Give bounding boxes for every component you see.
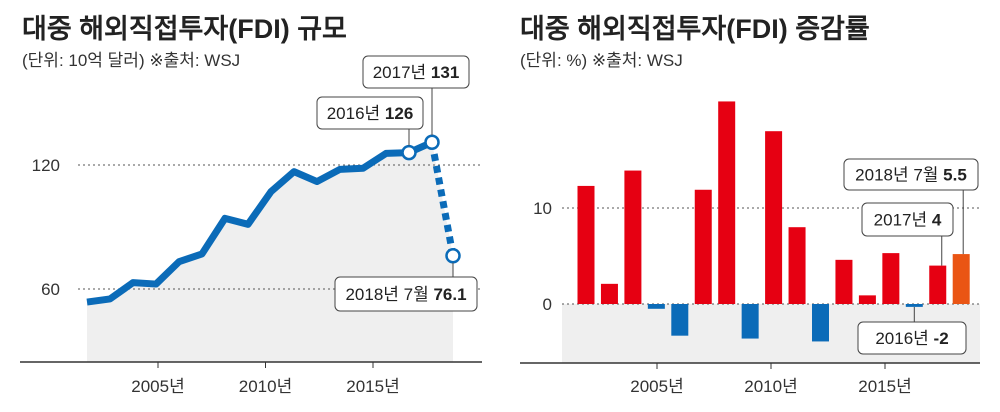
y-tick-label: 60: [41, 280, 60, 299]
series-line: [86, 139, 434, 306]
callout-value: 4: [932, 211, 942, 230]
callout-box: [362, 55, 470, 89]
callout-label: 2016년: [875, 329, 933, 348]
bar-2007: [694, 189, 712, 304]
callout-value: -2: [934, 329, 949, 348]
callout-2018: 2018년 7월 5.5: [843, 158, 979, 255]
callout-box: [857, 321, 967, 355]
callout-box: [316, 96, 424, 130]
left-chart: 대중 해외직접투자(FDI) 규모 (단위: 10억 달러) ※출처: WSJ …: [20, 14, 482, 396]
callout-box: [861, 202, 954, 237]
callout-value: 126: [385, 104, 413, 123]
y-tick-label: 120: [32, 156, 60, 175]
data-point-marker: [445, 247, 461, 264]
bar-2009: [741, 304, 759, 339]
callout-text: 2016년 -2: [875, 329, 948, 348]
bar-2002: [577, 185, 595, 304]
callout-text: 2018년 7월 5.5: [855, 166, 967, 185]
area-fill: [87, 142, 453, 362]
bar-2011: [788, 227, 806, 304]
bar-2004: [624, 170, 642, 304]
callout-2017: 2017년 131: [362, 55, 470, 136]
x-tick-label: 2010년: [744, 377, 797, 396]
callout-2018: 2018년 7월 76.1: [334, 262, 478, 312]
x-tick-label: 2015년: [346, 377, 399, 396]
callout-text: 2018년 7월 76.1: [345, 285, 466, 304]
left-chart-title: 대중 해외직접투자(FDI) 규모: [22, 14, 347, 44]
bar-2005: [647, 304, 665, 309]
data-point-marker: [424, 134, 440, 151]
bar-2010: [765, 131, 783, 304]
callout-box: [843, 158, 979, 191]
bar-2017: [929, 265, 947, 304]
bar-2016: [905, 304, 923, 307]
callout-label: 2018년 7월: [345, 285, 433, 304]
callout-label: 2017년: [874, 211, 932, 230]
bar-2015: [882, 253, 900, 304]
callout-2016: 2016년 126: [316, 96, 424, 146]
bar-2003: [600, 283, 618, 304]
y-tick-label: 0: [543, 295, 552, 314]
bar-2014: [858, 295, 876, 304]
callout-2017: 2017년 4: [861, 202, 954, 266]
callout-value: 131: [431, 63, 459, 82]
x-tick-label: 2005년: [630, 377, 683, 396]
left-chart-subtitle: (단위: 10억 달러) ※출처: WSJ: [22, 51, 240, 70]
callout-2016: 2016년 -2: [857, 307, 967, 355]
right-chart-title: 대중 해외직접투자(FDI) 증감률: [520, 14, 870, 44]
callout-label: 2016년: [327, 104, 385, 123]
callout-box: [334, 276, 478, 312]
callout-text: 2017년 4: [874, 211, 942, 230]
series-line-dashed: [428, 141, 457, 257]
bar-2018: [952, 254, 970, 304]
callout-label: 2017년: [373, 63, 431, 82]
callout-text: 2017년 131: [373, 63, 460, 82]
callout-value: 5.5: [943, 166, 967, 185]
bar-2012: [812, 304, 829, 342]
x-tick-label: 2015년: [858, 377, 911, 396]
bar-2013: [835, 259, 853, 304]
callout-value: 76.1: [433, 285, 466, 304]
bar-2006: [671, 304, 689, 336]
data-point-marker: [401, 144, 417, 161]
callout-text: 2016년 126: [327, 104, 414, 123]
callout-label: 2018년 7월: [855, 166, 943, 185]
x-tick-label: 2010년: [239, 377, 292, 396]
right-chart-subtitle: (단위: %) ※출처: WSJ: [520, 51, 683, 70]
right-chart: 대중 해외직접투자(FDI) 증감률 (단위: %) ※출처: WSJ 0 10 2…: [520, 14, 980, 396]
x-tick-label: 2005년: [131, 377, 184, 396]
bar-2008: [718, 101, 736, 304]
y-tick-label: 10: [533, 199, 552, 218]
